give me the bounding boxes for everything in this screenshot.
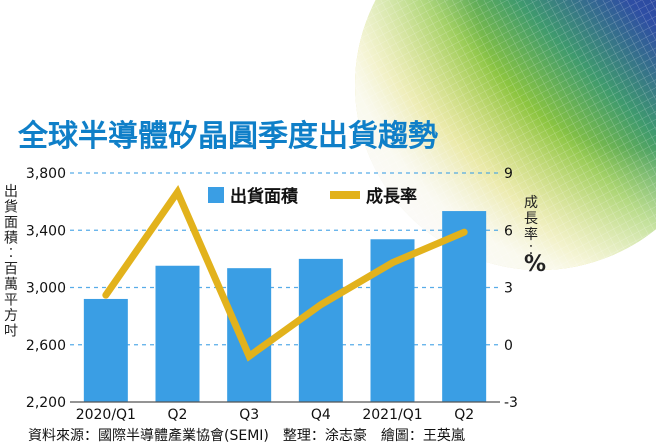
y-tick-label: 2,600 [26,338,66,354]
growth-point [460,228,468,236]
legend-swatch-line [330,191,360,199]
y-tick-label: 2,200 [26,395,66,411]
x-tick-label: 2020/Q1 [76,407,136,423]
growth-point [317,301,325,308]
growth-point [174,188,181,196]
legend: 出貨面積 成長率 [208,186,417,207]
x-tick-label: Q4 [311,407,331,423]
y-tick-label: 3,400 [26,223,66,239]
growth-line-path [102,184,468,362]
y2-tick-label: 3 [504,281,513,297]
source-note: 資料來源：國際半導體產業協會(SEMI) 整理：涂志豪 繪圖：王英嵐 [28,427,465,444]
x-tick-label: 2021/Q1 [362,407,422,423]
legend-label-growth: 成長率 [366,186,417,207]
x-tick-label: Q2 [168,407,188,423]
y2-tick-label: 0 [504,338,513,354]
growth-point [102,291,110,299]
legend-label-area: 出貨面積 [230,186,299,207]
growth-line [102,184,468,362]
y2-tick-label: 9 [504,166,513,182]
wafer-image [355,0,656,270]
bar [83,298,128,402]
growth-point [389,259,396,266]
bar [442,211,487,402]
bar [155,265,200,402]
y2-axis-title: 成長率︰% [524,195,546,277]
growth-point [245,353,253,360]
bar [227,268,272,402]
x-tick-label: Q3 [239,407,259,423]
y-axis-title: 出貨面積︰百萬平方吋 [4,184,18,340]
y-tick-label: 3,800 [26,166,66,182]
y2-tick-label: 6 [504,223,513,239]
chart-title: 全球半導體矽晶圓季度出貨趨勢 [17,119,438,154]
y2-tick-label: -3 [504,395,518,411]
x-tick-label: Q2 [454,407,474,423]
bar [298,258,343,402]
axes: 2,200 -3 2,600 0 3,000 3 3,400 6 3,800 9 2020/Q1 Q2… [26,166,518,423]
legend-swatch-bar [208,187,224,203]
y-tick-label: 3,000 [26,281,66,297]
